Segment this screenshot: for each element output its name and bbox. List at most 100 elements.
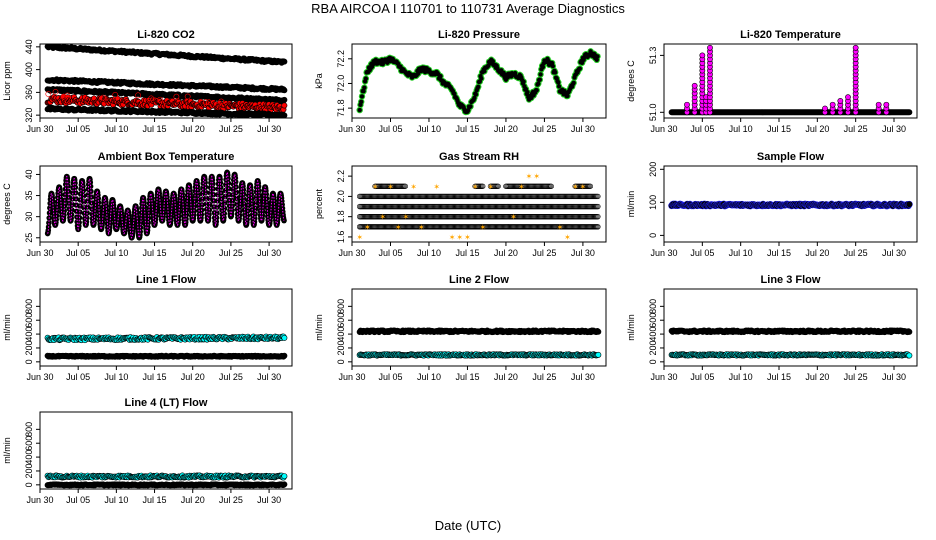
ambient-box-temperature-series-0-point [271, 201, 278, 208]
li820-temperature-x-tick-label: Jul 20 [805, 124, 829, 134]
li820-co2-x-tick-label: Jul 20 [181, 124, 205, 134]
li820-co2-x-tick-label: Jun 30 [26, 124, 53, 134]
sample-flow-y-tick-label: 0 [648, 233, 658, 238]
li820-pressure-series-0-point [468, 104, 473, 109]
ambient-box-temperature-series-0-point [80, 187, 87, 194]
line-1-flow-ylabel: ml/min [2, 314, 12, 341]
gas-stream-rh-x-tick-label: Jul 15 [455, 248, 479, 258]
li820-co2-y-tick-label: 400 [24, 62, 34, 77]
li820-co2-series-3-outlier [64, 92, 71, 99]
ambient-box-temperature-series-0-point [149, 198, 155, 205]
li820-temperature-data [668, 44, 913, 116]
li820-co2-x-tick-label: Jul 05 [66, 124, 90, 134]
sample-flow-series-0-point [906, 201, 913, 208]
gas-stream-rh-x-tick-label: Jul 30 [571, 248, 595, 258]
gas-stream-rh-series-2-point: ✶ [356, 233, 363, 242]
gas-stream-rh-series-2-point: ✶ [364, 223, 371, 232]
li820-pressure-series-0-point [415, 71, 421, 76]
gas-stream-rh-series-1-point [548, 183, 554, 189]
li820-pressure-title: Li-820 Pressure [438, 29, 520, 41]
ambient-box-temperature-series-0-point [175, 213, 182, 220]
li820-temperature-series-1-point [829, 101, 836, 108]
ambient-box-temperature-y-tick-label: 30 [24, 212, 34, 222]
ambient-box-temperature-data [44, 169, 287, 241]
li820-pressure-series-0-point [362, 85, 367, 90]
li820-pressure-series-0-point [472, 95, 477, 101]
ambient-box-temperature-series-0-point [237, 208, 243, 215]
ambient-box-temperature-series-0-point [248, 196, 255, 203]
li820-co2-x-tick-label: Jul 30 [257, 124, 281, 134]
ambient-box-temperature-series-0-point [225, 180, 232, 187]
gas-stream-rh-series-0-point [595, 213, 601, 220]
li820-pressure-series-0-point [595, 54, 600, 59]
sample-flow-x-tick-label: Jul 25 [844, 248, 868, 258]
li820-pressure-series-0-point [577, 66, 583, 71]
ambient-box-temperature-series-0-point [206, 211, 212, 218]
li820-temperature-series-0-point [906, 109, 913, 116]
li820-pressure-y-tick-label: 72.0 [336, 75, 346, 93]
ambient-box-temperature-series-0-point [259, 208, 266, 215]
li820-pressure-x-tick-label: Jul 25 [532, 124, 556, 134]
ambient-box-temperature-x-tick-label: Jun 30 [26, 248, 53, 258]
ambient-box-temperature-series-0-point [206, 201, 213, 208]
ambient-box-temperature-y-tick-label: 40 [24, 169, 34, 179]
li820-co2-series-3-outlier [206, 99, 212, 106]
gas-stream-rh-frame [351, 165, 607, 243]
li820-co2-x-tick-label: Jul 15 [143, 124, 167, 134]
ambient-box-temperature-series-0-point [103, 207, 110, 213]
gas-stream-rh-series-2-point: ✶ [572, 182, 579, 191]
li820-co2-data [44, 44, 288, 118]
li820-co2-series-3-outlier [135, 92, 142, 99]
li820-pressure-data [356, 48, 601, 116]
gas-stream-rh-title: Gas Stream RH [439, 151, 519, 163]
li820-temperature-x-tick-label: Jul 15 [767, 124, 791, 134]
li820-pressure-series-0-point [550, 63, 556, 69]
gas-stream-rh-x-tick-label: Jul 25 [532, 248, 556, 258]
ambient-box-temperature-x-tick-label: Jul 10 [104, 248, 128, 258]
gas-stream-rh-series-2-point: ✶ [518, 182, 525, 191]
ambient-box-temperature-series-0-point [251, 215, 258, 222]
gas-stream-rh-series-2-point: ✶ [403, 213, 410, 222]
gas-stream-rh-series-2-point: ✶ [395, 223, 402, 232]
li820-temperature-series-1-point [852, 44, 859, 51]
ambient-box-temperature-series-0-point [281, 217, 287, 224]
li820-pressure-x-tick-label: Jul 10 [417, 124, 441, 134]
gas-stream-rh-y-tick-label: 1.8 [336, 210, 346, 223]
li820-co2-series-3-outlier [112, 91, 119, 98]
ambient-box-temperature-series-0-point [233, 189, 240, 196]
ambient-box-temperature-series-0-point [244, 212, 251, 219]
ambient-box-temperature-series-0-point [183, 212, 190, 218]
gas-stream-rh-x-tick-label: Jul 05 [378, 248, 402, 258]
li820-co2-series-3-point [281, 102, 288, 109]
ambient-box-temperature-series-0-point [69, 207, 75, 213]
gas-stream-rh-series-2-point: ✶ [433, 182, 440, 191]
line-1-flow-title: Line 1 Flow [136, 274, 196, 286]
sample-flow-title: Sample Flow [757, 151, 825, 163]
li820-pressure-ylabel: kPa [314, 73, 324, 89]
li820-temperature-y-tick-label: 51.0 [648, 104, 658, 122]
li820-co2-series-3-outlier [173, 93, 180, 100]
li820-pressure-frame [351, 43, 607, 119]
li820-co2-series-3-outlier [218, 98, 225, 105]
sample-flow-data [668, 200, 913, 210]
li820-temperature-series-1-point [837, 98, 844, 104]
li820-temperature-x-tick-label: Jul 25 [844, 124, 868, 134]
gas-stream-rh-series-2-point: ✶ [487, 182, 494, 191]
li820-pressure-series-0-point [476, 84, 481, 89]
sample-flow-x-tick-label: Jul 10 [729, 248, 753, 258]
ambient-box-temperature-series-0-point [256, 187, 262, 194]
li820-pressure-series-0-point [534, 87, 539, 93]
ambient-box-temperature-series-0-point [80, 193, 87, 199]
ambient-box-temperature-x-tick-label: Jul 15 [143, 248, 167, 258]
ambient-box-temperature-ylabel: degrees C [2, 183, 12, 225]
ambient-box-temperature-series-0-point [214, 209, 220, 216]
ambient-box-temperature-series-0-point [145, 224, 151, 230]
li820-co2-series-3-outlier [52, 89, 59, 95]
line-1-flow-data [44, 333, 288, 360]
gas-stream-rh-series-2-point: ✶ [372, 182, 379, 191]
li820-pressure-series-0-point [473, 92, 479, 97]
